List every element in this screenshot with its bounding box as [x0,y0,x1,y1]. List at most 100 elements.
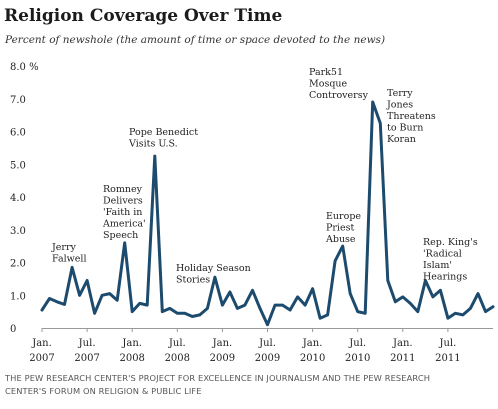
data-point [303,303,307,307]
x-tick-label: Jul. [438,338,456,349]
x-tick-label: Jul. [348,338,366,349]
annotation-line: 'Radical [423,249,462,260]
data-point [273,303,277,307]
x-tick-label: Jul. [168,338,186,349]
data-point [439,289,442,292]
data-point [348,292,352,295]
source-line-2: CENTER'S FORUM ON RELIGION & PUBLIC LIFE [5,386,202,396]
x-tick-year: 2011 [435,353,460,364]
data-point [394,300,397,303]
x-tick-year: 2010 [300,353,325,364]
y-tick-label: 2.0 [10,259,26,270]
annotation-line: Romney [103,184,143,195]
annotation-line: Falwell [52,254,86,265]
annotation-line: Jones [386,100,413,111]
data-point [401,295,404,299]
annotation-line: Park51 [309,67,343,78]
data-point [198,313,202,317]
data-point [461,313,465,317]
y-tick-label: 8.0 % [10,62,39,73]
data-point [484,310,487,313]
data-point [379,122,382,125]
x-tick-year: 2008 [165,353,190,364]
y-tick-label: 0 [10,324,16,335]
data-point [416,310,420,313]
y-tick-label: 3.0 [10,226,26,237]
data-point [228,290,232,294]
data-point [236,307,239,310]
data-point [356,310,359,313]
annotation-line: Delivers [103,196,143,207]
data-point [311,287,314,290]
data-point [431,295,435,299]
x-tick-year: 2010 [345,353,370,364]
x-tick-label: Jan. [121,338,142,349]
y-tick-label: 7.0 [10,95,26,106]
data-point [48,297,51,300]
data-point [108,292,111,295]
y-tick-label: 4.0 [10,193,26,204]
data-point [288,308,292,312]
data-point [333,259,337,263]
data-point [168,307,171,310]
data-point [63,303,66,306]
data-point [251,289,254,292]
data-point [318,316,322,320]
data-point [296,295,299,299]
annotation-line: Controversy [309,90,369,101]
data-point [446,316,450,320]
annotation-line: Stories [176,275,210,286]
data-point [491,305,495,308]
x-tick-label: Jan. [302,338,323,349]
chart-subtitle: Percent of newshole (the amount of time … [5,34,386,46]
data-point [115,298,119,302]
data-point [85,279,89,282]
annotation-line: 'Faith in [103,207,142,218]
y-tick-label: 5.0 [10,160,26,171]
data-point [386,279,389,282]
annotation-line: Mosque [309,79,348,90]
data-point [409,302,412,305]
annotation-line: Koran [387,134,416,145]
data-point [454,312,457,315]
data-point [153,154,156,158]
data-point [266,323,269,326]
annotation-line: Priest [326,223,354,234]
y-tick-label: 1.0 [10,291,26,302]
annotation-line: Abuse [325,234,356,245]
data-point [161,310,164,313]
annotation-line: to Burn [387,123,423,134]
x-tick-label: Jan. [31,338,52,349]
data-point [191,315,194,318]
source-note: THE PEW RESEARCH CENTER'S PROJECT FOR EX… [5,372,495,398]
data-point [176,312,179,315]
x-tick-year: 2007 [74,353,99,364]
data-point [183,312,187,315]
annotation-line: Pope Benedict [129,127,198,138]
y-tick-label: 6.0 [10,128,26,139]
annotation-line: Rep. King's [423,237,478,248]
data-point [93,312,96,315]
data-point [100,294,104,297]
data-point [364,312,367,315]
data-point [341,244,344,248]
line-chart: 0 1.0 2.0 3.0 4.0 5.0 6.0 7.0 8.0 % Jan. 2007 Jul. 2… [10,62,495,364]
data-point [131,310,134,313]
chart-title: Religion Coverage Over Time [4,6,283,26]
x-tick-year: 2011 [390,353,415,364]
data-point [469,307,472,310]
x-tick-year: 2009 [210,353,235,364]
annotation-line: Speech [103,230,138,241]
annotation-line: Jerry [51,242,77,253]
data-point [221,303,224,307]
x-tick-label: Jan. [392,338,413,349]
data-point [213,276,217,279]
data-point [138,302,141,305]
annotation-line: Hearings [423,272,467,283]
x-tick-year: 2009 [255,353,280,364]
data-point [40,308,44,312]
annotation-line: Europe [326,211,361,222]
data-point [281,303,284,307]
annotation-line: Threatens [387,111,436,122]
